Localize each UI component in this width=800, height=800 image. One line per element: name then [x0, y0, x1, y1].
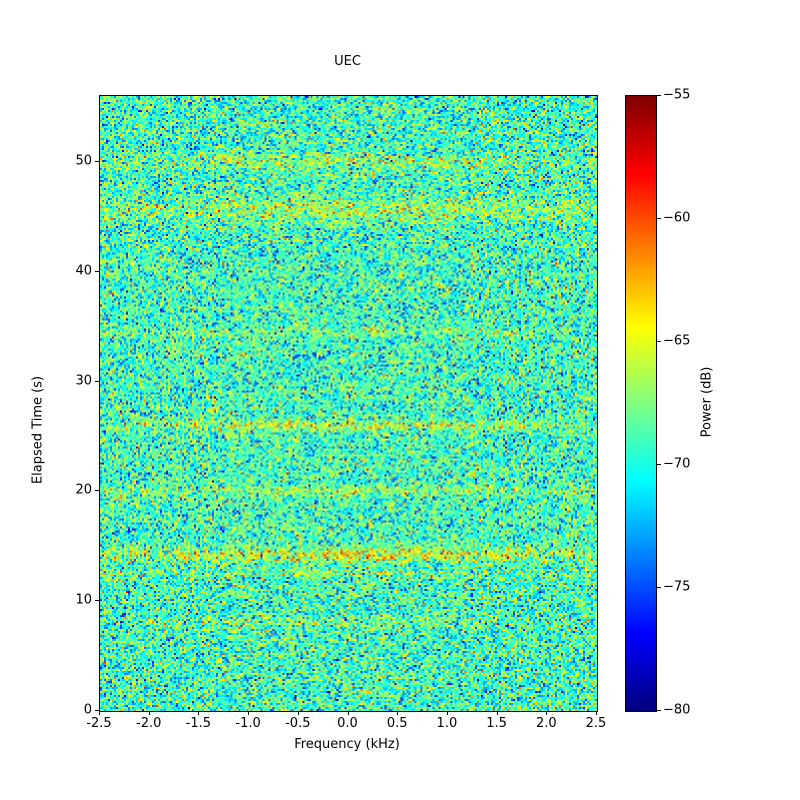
- colorbar-tick-mark: [657, 464, 661, 465]
- colorbar-tick-mark: [657, 341, 661, 342]
- x-tick-mark: [148, 711, 150, 715]
- y-tick-label: 50: [75, 153, 92, 169]
- y-tick-label: 10: [75, 592, 92, 608]
- y-tick-mark: [95, 490, 99, 492]
- y-axis-label: Elapsed Time (s): [30, 375, 46, 485]
- x-tick-mark: [397, 711, 399, 715]
- x-tick-label: 2.0: [535, 716, 557, 731]
- colorbar-tick-label: −75: [663, 579, 691, 595]
- colorbar-gradient: [626, 96, 656, 711]
- y-tick-mark: [95, 710, 99, 711]
- x-tick-label: 0.5: [386, 716, 408, 731]
- x-tick-mark: [347, 711, 349, 715]
- x-tick-mark: [99, 711, 100, 715]
- x-tick-label: -2.0: [136, 716, 162, 731]
- x-tick-mark: [446, 711, 448, 715]
- spectrogram-heatmap: [100, 96, 597, 711]
- x-tick-mark: [198, 711, 200, 715]
- y-tick-label: 0: [83, 702, 92, 718]
- x-tick-label: -1.0: [235, 716, 261, 731]
- x-tick-label: 1.5: [486, 716, 507, 731]
- chart-title: UEC: [334, 54, 361, 69]
- y-tick-mark: [95, 270, 99, 272]
- y-tick-label: 40: [75, 263, 92, 279]
- y-tick-mark: [95, 160, 99, 162]
- colorbar-tick-label: −80: [663, 702, 691, 718]
- x-tick-label: 1.0: [436, 716, 458, 731]
- x-tick-label: 2.5: [585, 716, 607, 731]
- colorbar-tick-mark: [657, 218, 661, 219]
- x-tick-label: -1.5: [185, 716, 212, 731]
- x-tick-mark: [496, 711, 498, 715]
- y-tick-label: 20: [75, 482, 92, 498]
- y-tick-label: 30: [75, 373, 92, 389]
- y-tick-mark: [95, 380, 99, 382]
- x-tick-label: 0.0: [337, 716, 358, 731]
- x-axis-label: Frequency (kHz): [294, 737, 400, 752]
- x-tick-mark: [546, 711, 548, 715]
- x-tick-label: -0.5: [285, 716, 311, 731]
- colorbar-tick-mark: [657, 587, 661, 588]
- colorbar-tick-mark: [657, 95, 661, 96]
- colorbar-tick-label: −70: [663, 456, 691, 472]
- colorbar-tick-label: −60: [663, 210, 691, 226]
- plot-area: [99, 95, 598, 712]
- x-tick-mark: [297, 711, 299, 715]
- colorbar-tick-mark: [657, 710, 661, 711]
- colorbar: [625, 95, 657, 712]
- colorbar-label: Power (dB): [699, 366, 715, 438]
- x-tick-label: -2.5: [86, 716, 112, 731]
- colorbar-tick-label: −65: [663, 333, 691, 349]
- y-tick-mark: [95, 600, 99, 602]
- x-tick-mark: [248, 711, 250, 715]
- x-tick-mark: [596, 711, 597, 715]
- colorbar-tick-label: −55: [663, 87, 691, 103]
